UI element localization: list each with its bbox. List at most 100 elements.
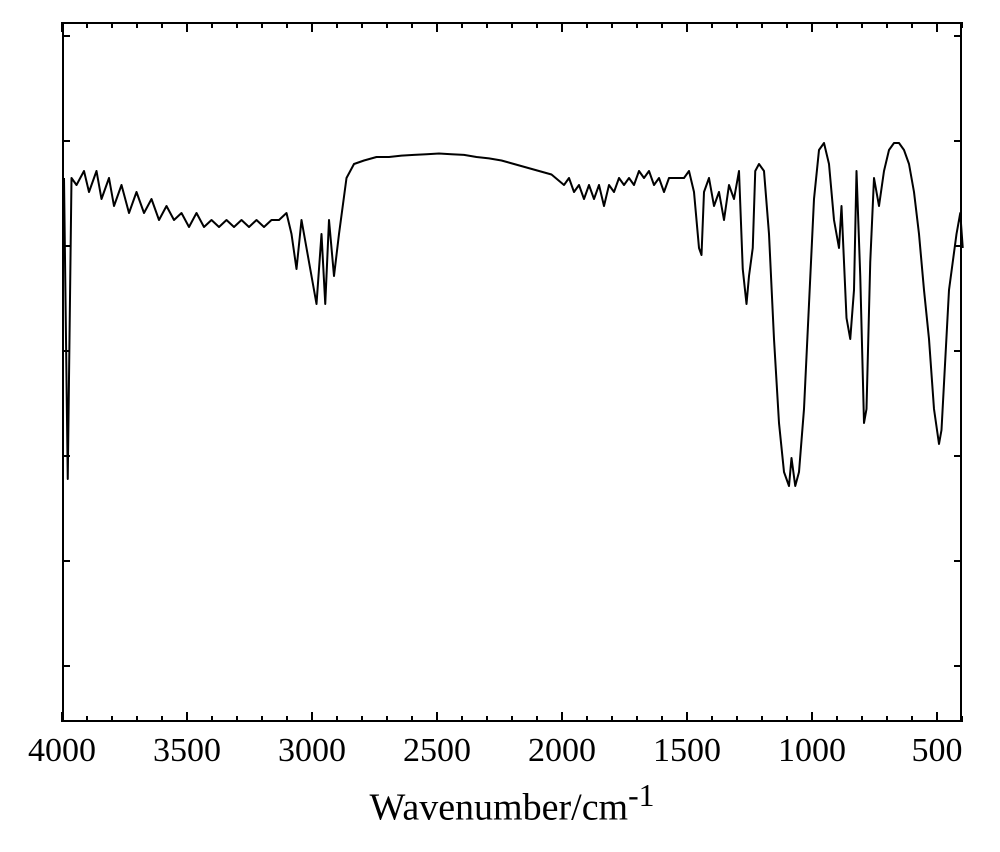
x-tick-minor bbox=[361, 716, 363, 722]
x-tick-minor-top bbox=[586, 22, 588, 28]
x-tick-minor bbox=[211, 716, 213, 722]
plot-area bbox=[62, 22, 962, 722]
y-tick-right bbox=[954, 140, 962, 142]
x-tick-label: 3000 bbox=[278, 732, 346, 770]
x-tick-major bbox=[561, 712, 563, 722]
x-tick-minor-top bbox=[661, 22, 663, 28]
x-tick-minor-top bbox=[211, 22, 213, 28]
x-tick-minor bbox=[661, 716, 663, 722]
y-tick-left bbox=[62, 455, 70, 457]
x-tick-label: 1000 bbox=[778, 732, 846, 770]
x-tick-minor bbox=[636, 716, 638, 722]
x-tick-minor-top bbox=[511, 22, 513, 28]
x-tick-minor bbox=[711, 716, 713, 722]
x-tick-minor bbox=[786, 716, 788, 722]
x-tick-minor-top bbox=[611, 22, 613, 28]
x-tick-label: 1500 bbox=[653, 732, 721, 770]
x-tick-minor-top bbox=[236, 22, 238, 28]
x-tick-minor bbox=[411, 716, 413, 722]
x-tick-minor bbox=[461, 716, 463, 722]
x-tick-minor bbox=[536, 716, 538, 722]
x-tick-major bbox=[936, 712, 938, 722]
x-tick-minor-top bbox=[961, 22, 963, 28]
x-tick-minor-top bbox=[386, 22, 388, 28]
x-tick-minor-top bbox=[136, 22, 138, 28]
x-tick-major-top bbox=[311, 22, 313, 32]
x-tick-minor bbox=[836, 716, 838, 722]
x-tick-minor-top bbox=[886, 22, 888, 28]
x-tick-minor bbox=[886, 716, 888, 722]
x-tick-minor-top bbox=[911, 22, 913, 28]
x-tick-minor bbox=[961, 716, 963, 722]
x-tick-minor bbox=[736, 716, 738, 722]
x-tick-major bbox=[436, 712, 438, 722]
x-tick-minor bbox=[611, 716, 613, 722]
y-tick-right bbox=[954, 560, 962, 562]
x-tick-minor-top bbox=[836, 22, 838, 28]
x-tick-minor bbox=[761, 716, 763, 722]
x-tick-minor-top bbox=[761, 22, 763, 28]
x-tick-minor bbox=[861, 716, 863, 722]
x-tick-minor bbox=[261, 716, 263, 722]
y-tick-right bbox=[954, 455, 962, 457]
y-tick-left bbox=[62, 35, 70, 37]
x-tick-minor-top bbox=[286, 22, 288, 28]
x-tick-minor-top bbox=[336, 22, 338, 28]
x-tick-minor-top bbox=[536, 22, 538, 28]
x-tick-minor bbox=[586, 716, 588, 722]
x-tick-minor-top bbox=[411, 22, 413, 28]
y-tick-right bbox=[954, 350, 962, 352]
x-tick-label: 2500 bbox=[403, 732, 471, 770]
x-tick-minor-top bbox=[86, 22, 88, 28]
x-tick-minor-top bbox=[861, 22, 863, 28]
x-tick-major bbox=[811, 712, 813, 722]
x-tick-minor bbox=[161, 716, 163, 722]
y-tick-left bbox=[62, 350, 70, 352]
x-tick-label: 500 bbox=[912, 732, 963, 770]
x-tick-minor bbox=[336, 716, 338, 722]
x-tick-major-top bbox=[686, 22, 688, 32]
y-tick-right bbox=[954, 665, 962, 667]
x-tick-major bbox=[186, 712, 188, 722]
y-tick-left bbox=[62, 560, 70, 562]
x-tick-major-top bbox=[61, 22, 63, 32]
x-tick-major-top bbox=[811, 22, 813, 32]
x-tick-minor-top bbox=[786, 22, 788, 28]
y-tick-left bbox=[62, 245, 70, 247]
x-tick-minor-top bbox=[486, 22, 488, 28]
x-tick-minor bbox=[236, 716, 238, 722]
x-tick-major-top bbox=[561, 22, 563, 32]
x-tick-minor-top bbox=[161, 22, 163, 28]
x-tick-major bbox=[686, 712, 688, 722]
x-axis-label: Wavenumber/cm-1 bbox=[370, 778, 655, 830]
x-tick-major-top bbox=[436, 22, 438, 32]
x-tick-label: 3500 bbox=[153, 732, 221, 770]
x-tick-minor bbox=[386, 716, 388, 722]
x-tick-minor-top bbox=[111, 22, 113, 28]
x-tick-label: 2000 bbox=[528, 732, 596, 770]
x-tick-minor bbox=[86, 716, 88, 722]
x-tick-label: 4000 bbox=[28, 732, 96, 770]
x-tick-minor bbox=[111, 716, 113, 722]
x-tick-minor bbox=[136, 716, 138, 722]
x-tick-minor-top bbox=[711, 22, 713, 28]
x-tick-minor bbox=[286, 716, 288, 722]
x-tick-major bbox=[311, 712, 313, 722]
x-tick-minor-top bbox=[461, 22, 463, 28]
x-tick-major-top bbox=[186, 22, 188, 32]
x-tick-minor-top bbox=[736, 22, 738, 28]
x-tick-minor-top bbox=[261, 22, 263, 28]
spectrum-line bbox=[64, 24, 964, 724]
x-tick-minor bbox=[486, 716, 488, 722]
y-tick-left bbox=[62, 140, 70, 142]
x-tick-minor-top bbox=[361, 22, 363, 28]
ir-spectrum-chart: 4000 3500 3000 2500 2000 1500 1000 500 Wavenumb… bbox=[0, 0, 1000, 852]
x-tick-major-top bbox=[936, 22, 938, 32]
x-tick-minor bbox=[911, 716, 913, 722]
y-tick-right bbox=[954, 35, 962, 37]
x-tick-major bbox=[61, 712, 63, 722]
y-tick-left bbox=[62, 665, 70, 667]
y-tick-right bbox=[954, 245, 962, 247]
x-tick-minor-top bbox=[636, 22, 638, 28]
x-tick-minor bbox=[511, 716, 513, 722]
